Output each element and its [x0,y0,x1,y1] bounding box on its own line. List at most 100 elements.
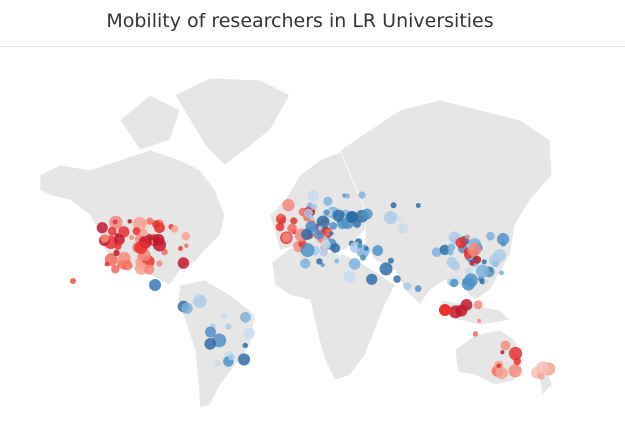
bubble [500,340,511,351]
bubble [473,300,483,310]
bubble [319,247,329,257]
bubble [194,293,200,298]
bubble [300,243,315,258]
bubble [132,216,147,231]
bubble [310,203,318,211]
bubble [431,247,442,258]
bubble [307,190,319,202]
bubble [403,282,412,291]
bubble [204,326,216,338]
bubble [320,262,325,267]
bubble [170,225,179,233]
bubble [153,222,165,234]
bubble [275,222,285,232]
bubble [493,249,506,262]
bubble [240,312,251,323]
bubble [330,243,341,254]
bubble [112,219,118,225]
bubble [343,270,356,283]
bubble [467,242,481,257]
bubble [149,279,161,291]
bubble [346,211,358,223]
bubble [479,278,486,285]
bubble [320,239,331,250]
bubble [393,275,401,283]
bubble [359,254,367,261]
bubble [455,237,467,249]
bubble [499,270,504,276]
bubble [282,198,295,212]
bubble [129,235,135,240]
researcher-bubbles [70,190,556,380]
title-rule [0,46,625,47]
bubble [303,208,313,218]
bubble [363,245,369,251]
bubble [439,304,451,316]
bubble [372,245,384,256]
bubble [300,258,311,269]
bubble [515,370,520,376]
bubble [323,196,333,206]
bubble [104,261,110,267]
bubble [473,255,482,264]
bubble [181,232,191,241]
bubble [114,233,119,238]
bubble [446,256,458,268]
bubble [481,259,487,265]
bubble [332,209,345,222]
bubble [486,231,495,241]
bubble [313,229,324,240]
bubble [384,210,398,224]
bubble [366,273,378,285]
bubble [357,243,363,249]
bubble [281,232,292,243]
bubble [349,241,361,253]
bubble [184,243,189,248]
bubble [329,221,338,230]
bubble [134,241,148,255]
bubble [476,264,490,278]
bubble [472,331,479,337]
bubble [460,299,473,311]
bubble [500,350,505,355]
bubble [287,223,297,234]
bubble [469,260,475,266]
bubble [395,215,402,222]
bubble [464,267,472,275]
bubble [536,361,549,375]
bubble [397,223,409,235]
bubble [290,217,298,225]
bubble [358,191,366,199]
bubble [156,260,163,267]
bubble [387,257,394,264]
north-america [39,149,226,286]
bubble [214,359,221,367]
bubble [113,249,120,257]
bubble [100,234,109,243]
bubble [278,213,284,219]
greenland [174,77,291,166]
bubble [301,228,313,240]
bubble [508,364,522,378]
bubble [243,327,255,339]
bubble [344,193,350,199]
bubble [152,233,165,246]
bubble [316,215,330,229]
bubble [70,278,76,284]
bubble [484,279,489,284]
bubble [177,257,190,269]
bubble [122,260,133,271]
bubble [496,233,510,246]
title: Mobility of researchers in LR Universiti… [106,10,494,32]
bubble [127,219,133,224]
bubble [193,294,207,309]
bubble [447,243,456,252]
bubble [107,226,117,236]
bubble [348,258,361,270]
bubble [508,346,523,361]
bubble [447,249,454,256]
bubble [323,209,330,216]
bubble [329,231,334,236]
